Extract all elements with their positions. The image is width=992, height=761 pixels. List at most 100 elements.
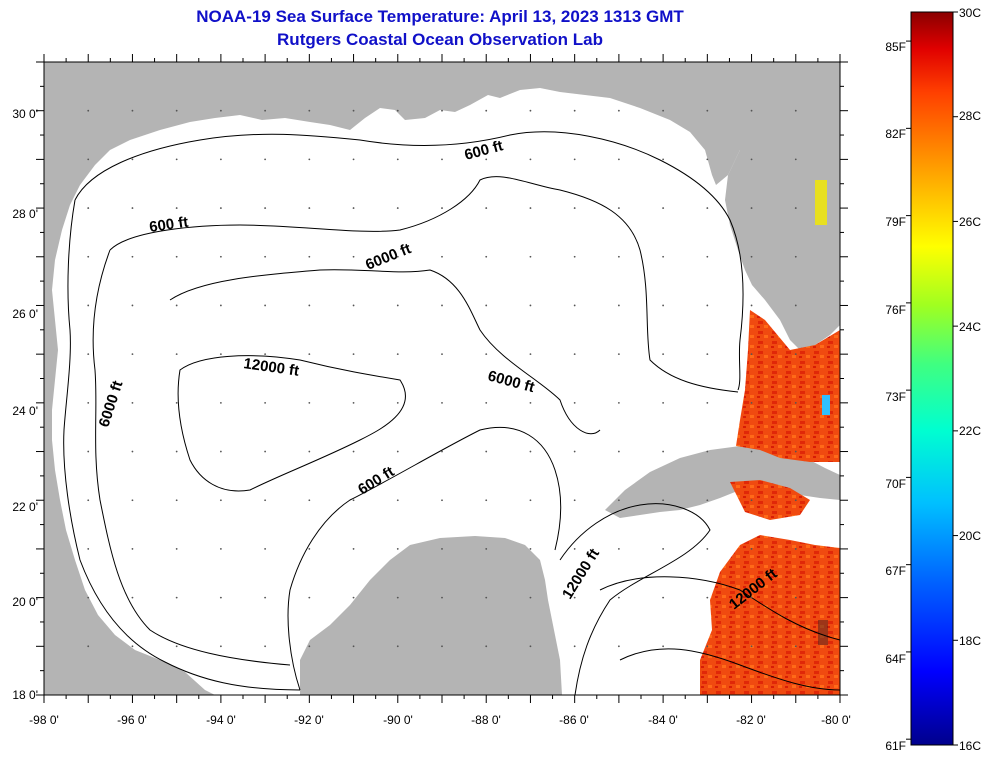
graticule-dot bbox=[441, 450, 443, 453]
graticule-dot bbox=[441, 499, 443, 502]
lon-tick-label: -98 0' bbox=[29, 713, 59, 727]
graticule-dot bbox=[529, 207, 532, 209]
graticule-dot bbox=[662, 109, 665, 112]
graticule-dot bbox=[308, 401, 311, 404]
graticule-dot bbox=[441, 645, 443, 648]
contour-label: 600 ft bbox=[148, 214, 189, 236]
graticule-dot bbox=[485, 255, 488, 258]
graticule-dot bbox=[529, 109, 532, 112]
graticule-dot bbox=[706, 109, 709, 112]
contour-600ft-west bbox=[63, 199, 301, 691]
graticule-dot bbox=[750, 158, 753, 161]
graticule-dot bbox=[264, 596, 267, 599]
graticule-dot bbox=[750, 304, 753, 307]
graticule-dot bbox=[794, 450, 797, 453]
lat-tick-label: 22 0' bbox=[12, 500, 38, 514]
lon-tick-label: -82 0' bbox=[736, 713, 766, 727]
graticule-dot bbox=[308, 109, 311, 112]
graticule-dot bbox=[87, 207, 90, 209]
contour-600ft bbox=[74, 131, 744, 391]
graticule-dot bbox=[352, 596, 355, 599]
graticule-dot bbox=[617, 207, 620, 209]
graticule-dot bbox=[662, 548, 665, 550]
graticule-dot bbox=[573, 401, 576, 404]
graticule-dot bbox=[706, 158, 709, 161]
graticule-dot bbox=[396, 548, 399, 550]
graticule-dot bbox=[529, 450, 532, 453]
graticule-dot bbox=[662, 499, 665, 502]
graticule-dot bbox=[529, 499, 532, 502]
graticule-dot bbox=[794, 255, 797, 258]
graticule-dot bbox=[750, 645, 753, 648]
lat-tick-label: 28 0' bbox=[12, 207, 38, 221]
graticule-dot bbox=[308, 499, 311, 502]
graticule-dot bbox=[352, 158, 355, 161]
graticule-dot bbox=[87, 158, 90, 161]
graticule-dot bbox=[308, 255, 311, 258]
graticule-dot bbox=[662, 158, 665, 161]
graticule-dot bbox=[131, 596, 134, 599]
graticule-dot bbox=[662, 207, 665, 209]
graticule-dot bbox=[219, 255, 222, 258]
graticule-dot bbox=[485, 596, 488, 599]
color-bar: 30C 28C 26C 24C 22C 20C 18C 16C 85F 82F … bbox=[885, 6, 981, 753]
graticule-dot bbox=[352, 255, 355, 258]
bathymetry-contours bbox=[63, 131, 840, 695]
graticule-dot bbox=[794, 304, 797, 307]
graticule-dot bbox=[175, 304, 178, 307]
graticule-dot bbox=[573, 499, 576, 502]
graticule-dot bbox=[706, 304, 709, 307]
graticule-dot bbox=[264, 109, 267, 112]
graticule-dot bbox=[352, 207, 355, 209]
contour-12000ft-inner bbox=[177, 355, 406, 492]
graticule-dot bbox=[352, 304, 355, 307]
graticule-dot bbox=[706, 645, 709, 648]
contour-12000ft bbox=[169, 269, 601, 435]
colorbar-celsius-label: 30C bbox=[959, 6, 981, 20]
graticule-dot bbox=[264, 304, 267, 307]
lat-tick-label: 26 0' bbox=[12, 307, 38, 321]
graticule-dot bbox=[794, 548, 797, 550]
graticule-dot bbox=[529, 401, 532, 404]
graticule-dot bbox=[617, 109, 620, 112]
graticule-dot bbox=[87, 499, 90, 502]
graticule-dot bbox=[396, 255, 399, 258]
graticule-dot bbox=[617, 255, 620, 258]
graticule-dot bbox=[308, 207, 311, 209]
color-bar-gradient bbox=[910, 11, 954, 746]
graticule-dot bbox=[573, 304, 576, 307]
graticule-dot bbox=[662, 255, 665, 258]
graticule-dot bbox=[131, 158, 134, 161]
lat-tick-label: 24 0' bbox=[12, 404, 38, 418]
graticule-dot bbox=[573, 353, 576, 356]
graticule-dot bbox=[219, 450, 222, 453]
graticule-dot bbox=[617, 353, 620, 356]
graticule-dot bbox=[485, 450, 488, 453]
axis-ticks bbox=[36, 54, 848, 703]
graticule-dot bbox=[87, 109, 90, 112]
colorbar-fahrenheit-label: 61F bbox=[885, 739, 906, 753]
graticule-dot bbox=[485, 499, 488, 502]
graticule-dot bbox=[264, 450, 267, 453]
graticule-dot bbox=[750, 450, 753, 453]
lat-tick-label: 30 0' bbox=[12, 107, 38, 121]
lat-tick-label: 20 0' bbox=[12, 595, 38, 609]
graticule-dot bbox=[396, 109, 399, 112]
graticule-dot bbox=[573, 450, 576, 453]
graticule-dot bbox=[352, 645, 355, 648]
graticule-dot bbox=[87, 304, 90, 307]
graticule-dot bbox=[219, 304, 222, 307]
map-subtitle: Rutgers Coastal Ocean Observation Lab bbox=[277, 30, 603, 49]
graticule-dot bbox=[87, 645, 90, 648]
graticule-dot bbox=[87, 548, 90, 550]
colorbar-fahrenheit-label: 67F bbox=[885, 564, 906, 578]
graticule-dot bbox=[175, 109, 178, 112]
contour-6000ft bbox=[109, 176, 739, 393]
sst-patch-cloud bbox=[818, 620, 828, 645]
graticule-dot bbox=[794, 596, 797, 599]
graticule-dot bbox=[706, 450, 709, 453]
graticule-dot bbox=[794, 499, 797, 502]
graticule-dot bbox=[175, 353, 178, 356]
graticule-dot bbox=[794, 645, 797, 648]
graticule-dot bbox=[573, 158, 576, 161]
